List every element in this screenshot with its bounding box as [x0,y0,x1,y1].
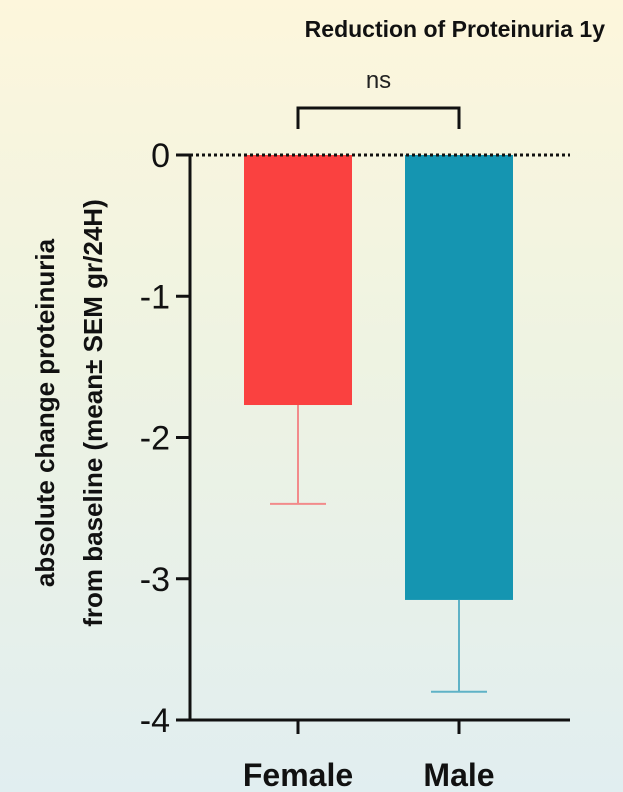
error-bars-layer [270,405,487,693]
y-tick-label: 0 [151,137,170,175]
ticks-layer: 0 -1 -2 -3 -4 Female Male [140,137,495,792]
y-tick-label: -1 [140,278,170,316]
y-tick-label: -4 [140,702,170,740]
y-tick-label: -2 [140,420,170,458]
y-axis-title: absolute change proteinuria from baselin… [30,199,108,627]
x-tick-label-male: Male [423,757,494,792]
significance-bracket [296,106,461,129]
x-tick-label-female: Female [243,757,353,792]
error-bar-male [431,599,487,693]
y-axis-title-line1: absolute change proteinuria [30,238,60,587]
bar-female [244,155,352,406]
bars-layer [244,155,513,600]
chart-title: Reduction of Proteinuria 1y [305,16,606,42]
y-tick-label: -3 [140,561,170,599]
significance-layer: ns [296,67,461,129]
bar-male [405,155,513,600]
error-bar-female [270,405,326,505]
significance-label: ns [366,67,391,94]
y-axis-title-line2: from baseline (mean± SEM gr/24H) [78,199,108,627]
